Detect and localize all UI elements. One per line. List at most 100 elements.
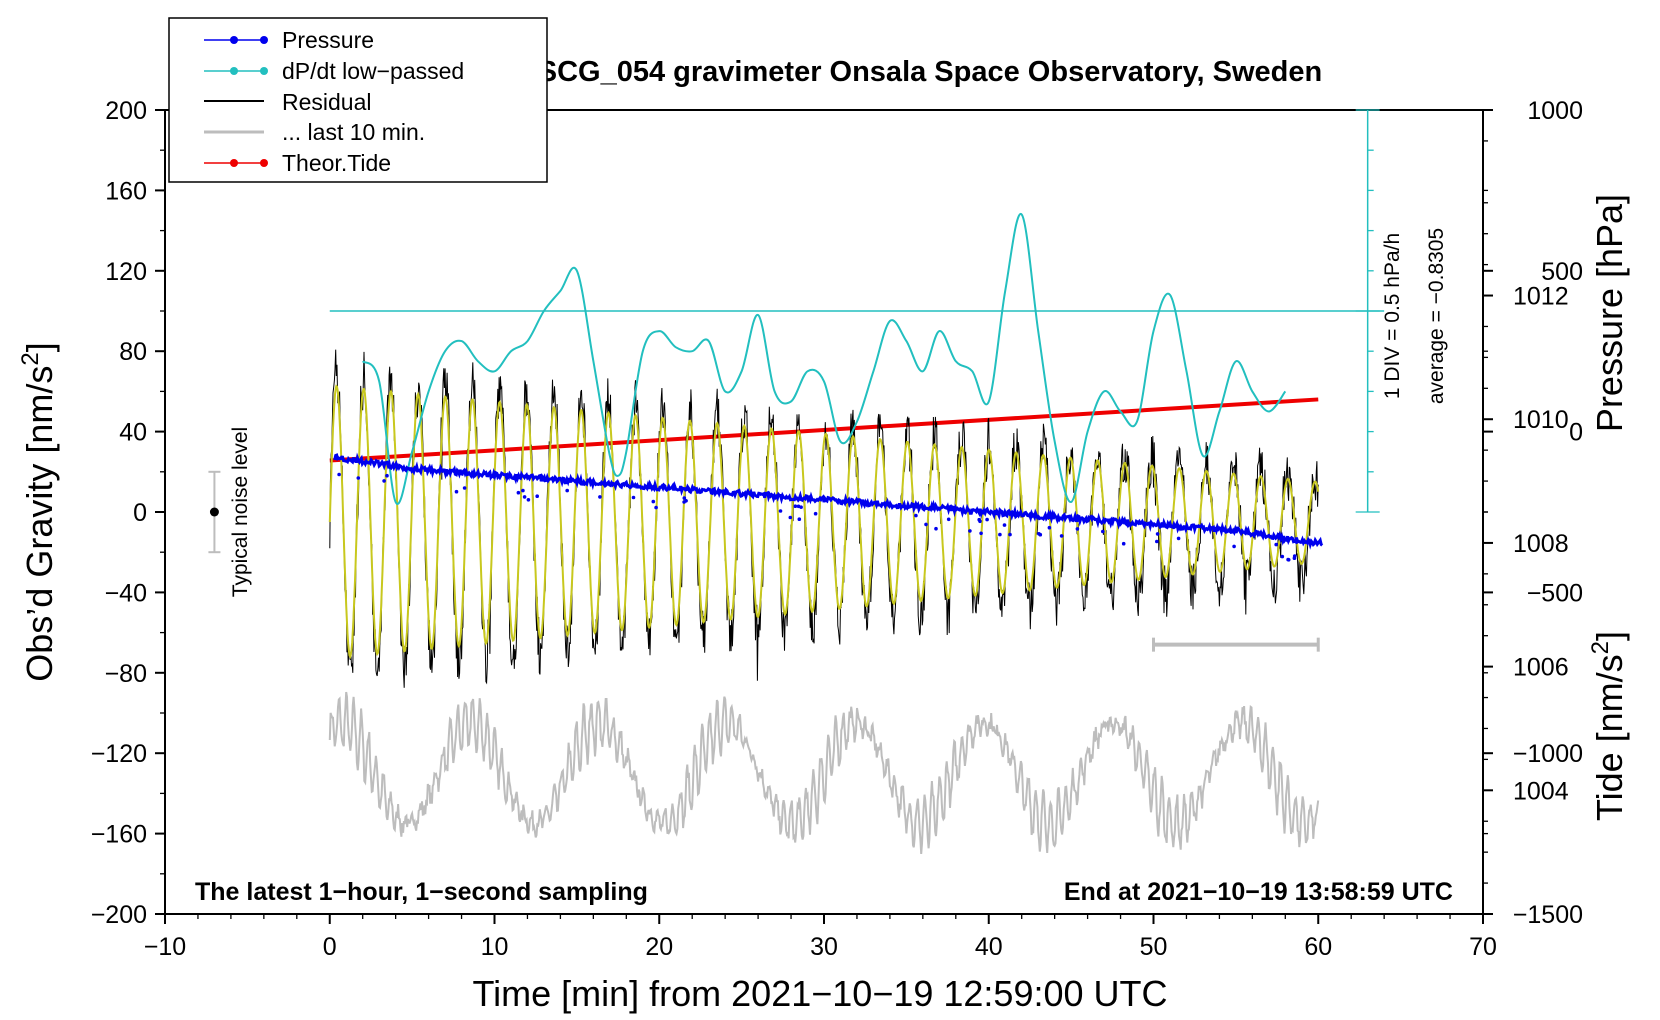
tide-tick-label: 1000 [1527, 97, 1583, 125]
pressure-outlier-point [462, 486, 467, 490]
pressure-outlier-point [522, 495, 527, 499]
legend-marker-dpdt-2 [260, 67, 268, 75]
legend-label-tide: Theor.Tide [282, 150, 391, 176]
pressure-outlier-point [778, 509, 783, 513]
pressure-outlier-point [535, 494, 539, 499]
y-axis-label-sup: 2 [17, 352, 44, 365]
y-tick-label: −80 [105, 660, 147, 688]
chart-extras [208, 470, 1320, 652]
average-label: average = −0.8305 [1425, 228, 1448, 404]
legend-marker-tide-2 [260, 159, 268, 167]
pressure-outlier-point [382, 479, 386, 483]
tide-series [329, 397, 1319, 463]
pressure-outlier-point [924, 522, 928, 527]
pressure-outlier-point [598, 495, 602, 499]
pressure-outlier-point [1280, 554, 1285, 559]
annotation-bottom-left: The latest 1−hour, 1−second sampling [195, 878, 648, 906]
chart-title: SCG_054 gravimeter Onsala Space Observat… [538, 56, 1322, 88]
y-axis-label: Obs’d Gravity [nm/s2] [17, 342, 60, 681]
x-tick-label: 70 [1469, 933, 1497, 961]
legend-label-dpdt: dP/dt low−passed [282, 58, 464, 84]
legend-marker-dpdt-1 [230, 67, 238, 75]
pressure-outlier-point [631, 495, 636, 500]
tide-tick-label: −500 [1527, 579, 1583, 607]
pressure-outlier-point [1292, 556, 1297, 560]
legend-marker-pressure-1 [230, 36, 238, 44]
dpdt-line [361, 213, 1287, 505]
tide-tick-label: 500 [1541, 258, 1583, 286]
pressure-line [333, 452, 1324, 550]
noise-level-label: Typical noise level [229, 427, 252, 597]
noise-bar-center [209, 507, 219, 517]
pressure-outlier-point [1101, 529, 1105, 534]
tide-line [329, 397, 1319, 463]
pressure-outlier-point [946, 517, 951, 522]
legend-label-last10: ... last 10 min. [282, 119, 425, 145]
pressure-outlier-point [934, 526, 938, 531]
y-tick-label: 200 [105, 97, 147, 125]
last10-trace-line [328, 691, 1320, 854]
pressure-tick-label: 1008 [1513, 530, 1569, 558]
pressure-outlier-point [797, 517, 802, 521]
legend-marker-tide-1 [230, 159, 238, 167]
x-tick-label: 60 [1304, 933, 1332, 961]
pressure-outlier-point [788, 515, 793, 520]
pressure-outlier-point [651, 499, 656, 504]
pressure-outlier-point [998, 532, 1002, 537]
x-tick-label: 10 [481, 933, 509, 961]
pressure-outlier-point [1274, 542, 1278, 547]
pressure-outlier-point [526, 498, 531, 502]
x-tick-label: −10 [144, 933, 186, 961]
pressure-outlier-point [1059, 534, 1064, 538]
pressure-outlier-point [813, 511, 818, 516]
pressure-outlier-point [1286, 558, 1291, 562]
pressure-outlier-point [1155, 539, 1159, 544]
residual-series [329, 349, 1319, 688]
legend: Pressure dP/dt low−passed Residual ... l… [168, 17, 548, 183]
legend-marker-pressure-2 [260, 36, 268, 44]
pressure-outlier-point [793, 504, 798, 509]
tide-axis-label-sup: 2 [1587, 641, 1614, 654]
pressure-outlier-point [968, 529, 972, 533]
x-axis-label: Time [min] from 2021−10−19 12:59:00 UTC [472, 973, 1167, 1014]
y-tick-label: 120 [105, 258, 147, 286]
tide-tick-label: −1500 [1513, 901, 1583, 929]
pressure-outlier-point [1047, 525, 1052, 530]
pressure-outlier-point [1038, 532, 1043, 537]
y-tick-label: 160 [105, 177, 147, 205]
pressure-axis-label: Pressure [hPa] [1589, 194, 1630, 432]
axes: −10 0 10 20 30 40 50 60 70 −200 −160 −120 −80 −40 0 40 8… [91, 97, 1583, 961]
pressure-outlier-point [521, 488, 525, 493]
pressure-tick-label: 1004 [1513, 777, 1569, 805]
pressure-outlier-point [654, 505, 658, 510]
x-tick-label: 30 [810, 933, 838, 961]
pressure-tick-label: 1010 [1513, 406, 1569, 434]
pressure-outlier-point [1002, 523, 1007, 527]
y-tick-label: −40 [105, 579, 147, 607]
pressure-outlier-point [565, 488, 569, 493]
tide-axis-label: Tide [nm/s2] [1587, 631, 1630, 821]
pressure-outlier-point [1155, 532, 1160, 536]
pressure-outlier-point [1232, 544, 1236, 549]
pressure-outlier-point [977, 517, 981, 522]
x-tick-label: 0 [323, 933, 337, 961]
pressure-outlier-point [979, 531, 983, 536]
pressure-outlier-point [985, 517, 989, 522]
pressure-outlier-point [682, 496, 687, 500]
y-tick-label: −120 [91, 740, 147, 768]
pressure-outlier-point [516, 490, 521, 495]
pressure-outlier-point [337, 472, 341, 477]
pressure-outlier-point [682, 500, 686, 504]
y-tick-label: −200 [91, 901, 147, 929]
x-tick-label: 20 [645, 933, 673, 961]
pressure-tick-label: 1012 [1513, 283, 1569, 311]
pressure-outlier-point [356, 476, 361, 480]
legend-label-residual: Residual [282, 89, 372, 115]
pressure-tick-label: 1006 [1513, 654, 1569, 682]
last10-series [328, 691, 1320, 854]
pressure-outlier-point [799, 505, 803, 510]
pressure-outlier-point [1008, 532, 1012, 537]
y-tick-label: −160 [91, 821, 147, 849]
pressure-outlier-point [1075, 527, 1080, 531]
